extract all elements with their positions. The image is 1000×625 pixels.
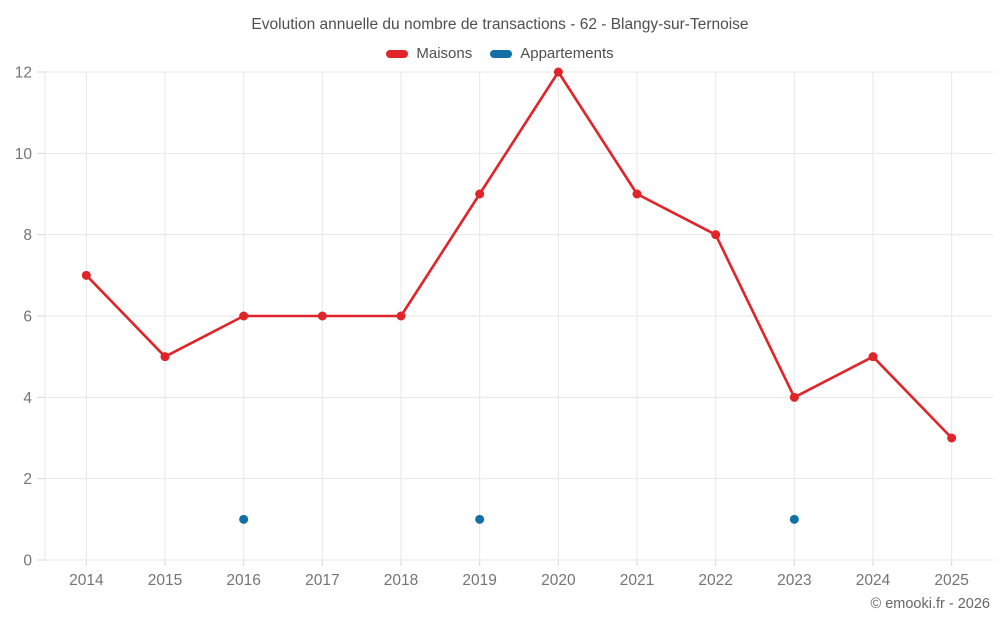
legend-label-appartements: Appartements xyxy=(520,45,614,62)
x-tick-label-2020: 2020 xyxy=(541,572,576,589)
chart-title: Evolution annuelle du nombre de transact… xyxy=(251,16,749,33)
y-tick-label-2: 2 xyxy=(23,471,32,488)
legend-item-appartements[interactable]: Appartements xyxy=(490,45,614,62)
maisons-point-2014[interactable] xyxy=(81,270,91,280)
appartements-point-2016[interactable] xyxy=(239,514,249,524)
x-tick-label-2017: 2017 xyxy=(305,572,339,589)
x-tick-label-2024: 2024 xyxy=(856,572,891,589)
maisons-point-2016[interactable] xyxy=(239,311,249,321)
maisons-point-2015[interactable] xyxy=(160,352,170,362)
maisons-point-2022[interactable] xyxy=(711,230,721,240)
legend-swatch-appartements xyxy=(490,49,513,58)
copyright-credit: © emooki.fr - 2026 xyxy=(870,596,990,612)
maisons-point-2025[interactable] xyxy=(947,433,957,443)
x-tick-label-2025: 2025 xyxy=(934,572,968,589)
appartements-point-2019[interactable] xyxy=(475,514,485,524)
x-tick-label-2015: 2015 xyxy=(148,572,182,589)
maisons-point-2023[interactable] xyxy=(789,392,799,402)
maisons-point-2018[interactable] xyxy=(396,311,406,321)
x-tick-label-2018: 2018 xyxy=(384,572,418,589)
y-tick-label-12: 12 xyxy=(15,65,32,82)
maisons-point-2017[interactable] xyxy=(317,311,327,321)
chart-legend: Maisons Appartements xyxy=(0,45,1000,62)
x-tick-label-2019: 2019 xyxy=(462,572,496,589)
y-tick-label-8: 8 xyxy=(23,227,32,244)
maisons-point-2019[interactable] xyxy=(475,189,485,199)
maisons-point-2024[interactable] xyxy=(868,352,878,362)
legend-label-maisons: Maisons xyxy=(416,45,473,62)
y-tick-label-6: 6 xyxy=(23,309,32,326)
legend-swatch-maisons xyxy=(386,49,409,58)
x-tick-label-2023: 2023 xyxy=(777,572,811,589)
x-tick-label-2021: 2021 xyxy=(620,572,654,589)
x-tick-label-2022: 2022 xyxy=(698,572,732,589)
maisons-point-2020[interactable] xyxy=(553,67,563,77)
legend-item-maisons[interactable]: Maisons xyxy=(386,45,472,62)
maisons-point-2021[interactable] xyxy=(632,189,642,199)
appartements-point-2023[interactable] xyxy=(789,514,799,524)
x-tick-label-2016: 2016 xyxy=(226,572,260,589)
y-tick-label-0: 0 xyxy=(23,553,32,570)
y-tick-label-10: 10 xyxy=(15,146,33,163)
y-tick-label-4: 4 xyxy=(23,390,32,407)
maisons-line xyxy=(85,70,953,440)
x-tick-label-2014: 2014 xyxy=(69,572,104,589)
